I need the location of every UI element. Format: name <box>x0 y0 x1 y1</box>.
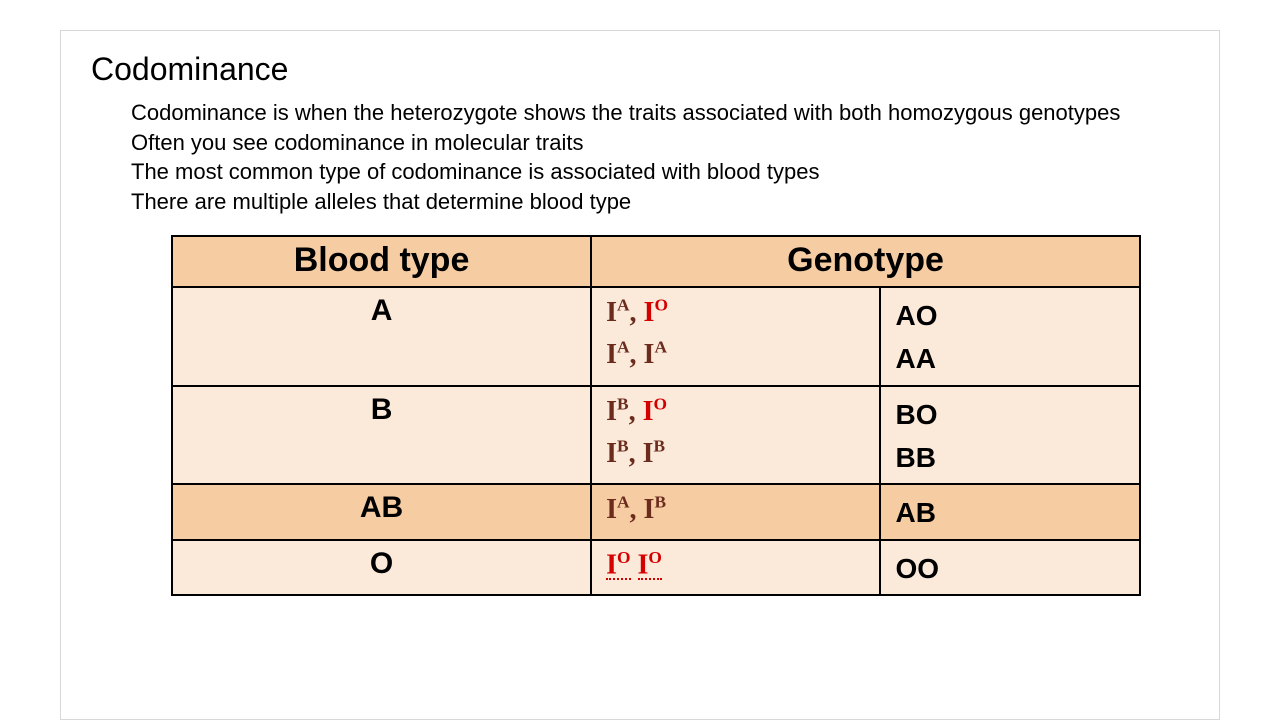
genotype-cell: IA, IOIA, IA <box>591 287 880 386</box>
header-genotype: Genotype <box>591 236 1140 287</box>
phenotype-cell: OO <box>880 540 1140 595</box>
paragraph: Codominance is when the heterozygote sho… <box>131 98 1189 128</box>
blood-type-table: Blood type Genotype AIA, IOIA, IAAOAABIB… <box>171 235 1141 596</box>
phenotype-cell: BOBB <box>880 386 1140 485</box>
table-row: AIA, IOIA, IAAOAA <box>172 287 1140 386</box>
table-row: ABIA, IBAB <box>172 484 1140 539</box>
paragraph: The most common type of codominance is a… <box>131 157 1189 187</box>
phenotype-cell: AOAA <box>880 287 1140 386</box>
slide-frame: Codominance Codominance is when the hete… <box>60 30 1220 720</box>
blood-type-cell: A <box>172 287 591 386</box>
paragraph: There are multiple alleles that determin… <box>131 187 1189 217</box>
table-header-row: Blood type Genotype <box>172 236 1140 287</box>
genotype-cell: IO IO <box>591 540 880 595</box>
body-text: Codominance is when the heterozygote sho… <box>131 98 1189 217</box>
header-blood-type: Blood type <box>172 236 591 287</box>
blood-type-cell: AB <box>172 484 591 539</box>
table-body: AIA, IOIA, IAAOAABIB, IOIB, IBBOBBABIA, … <box>172 287 1140 595</box>
table-row: OIO IOOO <box>172 540 1140 595</box>
table-row: BIB, IOIB, IBBOBB <box>172 386 1140 485</box>
blood-type-cell: B <box>172 386 591 485</box>
genotype-cell: IB, IOIB, IB <box>591 386 880 485</box>
phenotype-cell: AB <box>880 484 1140 539</box>
blood-type-cell: O <box>172 540 591 595</box>
genotype-cell: IA, IB <box>591 484 880 539</box>
paragraph: Often you see codominance in molecular t… <box>131 128 1189 158</box>
page-title: Codominance <box>91 51 1189 88</box>
